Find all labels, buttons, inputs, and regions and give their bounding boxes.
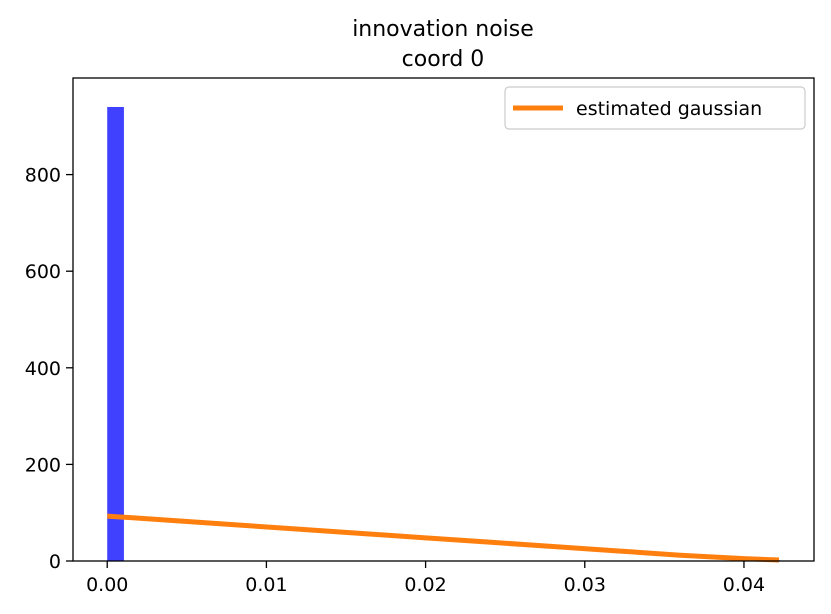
histogram-bars <box>107 106 780 561</box>
legend-box <box>504 86 806 130</box>
y-tick-label-0: 0 <box>49 551 61 573</box>
x-tick-label-0: 0.00 <box>86 574 128 596</box>
y-tick-label-2: 400 <box>25 358 61 380</box>
histogram-bar-0 <box>107 106 124 561</box>
legend-label: estimated gaussian <box>576 98 762 120</box>
x-tick-label-1: 0.01 <box>245 574 287 596</box>
gaussian-line-layer <box>107 513 780 563</box>
y-tick-label-1: 200 <box>25 454 61 476</box>
x-tick-label-2: 0.02 <box>404 574 446 596</box>
legend: estimated gaussian <box>504 86 806 130</box>
chart-title: innovation noise <box>352 17 534 42</box>
y-axis-ticks: 0 200 400 600 800 <box>25 165 73 573</box>
y-tick-label-4: 800 <box>25 165 61 187</box>
plot-frame <box>72 77 815 562</box>
x-tick-label-3: 0.03 <box>564 574 606 596</box>
gaussian-line <box>107 513 780 563</box>
x-tick-label-4: 0.04 <box>723 574 765 596</box>
x-axis-ticks: 0.00 0.01 0.02 0.03 0.04 <box>86 561 765 596</box>
y-tick-label-3: 600 <box>25 261 61 283</box>
chart-subtitle: coord 0 <box>402 47 485 72</box>
